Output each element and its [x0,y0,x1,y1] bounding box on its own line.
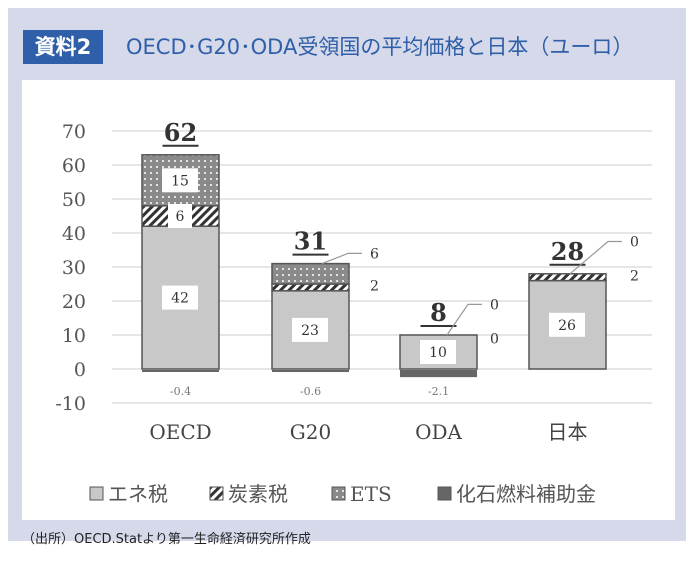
data-label: 2 [630,269,639,285]
category-label: 日本 [548,420,588,444]
total-label: 8 [430,298,447,327]
bar-segment-subsidy [142,370,219,372]
y-tick-label: 0 [74,359,86,381]
data-label: 15 [171,173,189,189]
figure-title: OECD･G20･ODA受領国の平均価格と日本（ユーロ） [126,35,634,59]
legend-swatch-icon [209,486,224,501]
chart-area: 70 60 50 40 30 20 10 0 -10 -0.4 62 OECD -0.6 31 G20 -2.… [22,80,675,520]
data-label-box [549,312,585,337]
bar-segment-ets [271,262,350,285]
bar-segment-carbon [271,283,350,292]
leader-line [446,303,482,336]
data-label: 23 [301,323,319,339]
total-label: 62 [164,118,197,147]
legend-swatch-icon [89,486,104,501]
data-label: 6 [176,209,185,225]
y-tick-label: 40 [62,223,86,245]
bar-segment-subsidy [400,370,477,378]
y-tick-label: -10 [55,393,86,415]
y-tick-label: 50 [62,189,86,211]
data-label: 0 [490,297,499,313]
data-label: 6 [370,246,379,262]
leader-line [569,240,622,275]
data-label-box [292,317,328,342]
legend-swatch-icon [437,486,452,501]
total-label: 31 [294,227,327,256]
subsidy-label: -0.4 [170,385,191,398]
data-label-box [420,340,456,364]
category-label: OECD [149,420,211,444]
y-tick-label: 60 [62,155,86,177]
data-label: 26 [558,318,576,334]
figure-tag: 資料2 [23,30,103,64]
subsidy-label: -2.1 [428,385,449,398]
data-label: 10 [429,345,447,361]
subsidy-label: -0.6 [300,385,321,398]
legend-label: 炭素税 [228,482,288,506]
legend-label: ETS [350,482,392,506]
category-label: ODA [415,420,462,444]
bar-segment-carbon [528,273,607,282]
y-tick-label: 10 [62,325,86,347]
source-note: （出所）OECD.Statより第一生命経済研究所作成 [22,532,311,547]
data-label-box [168,204,192,228]
total-label: 28 [551,237,584,266]
bar-segment-subsidy [272,370,349,373]
data-label: 0 [490,331,499,347]
legend-label: 化石燃料補助金 [456,482,596,506]
data-label: 2 [370,279,379,295]
data-label: 0 [630,235,639,251]
legend-label: エネ税 [108,482,168,506]
data-label-box [162,285,198,310]
stacked-bar-chart: 706050403020100-10-0.462OECD-0.631G20-2.… [55,118,652,506]
data-label: 42 [171,291,189,307]
y-tick-label: 30 [62,257,86,279]
legend-swatch-icon [331,486,346,501]
category-label: G20 [290,420,331,444]
y-tick-label: 20 [62,291,86,313]
y-tick-label: 70 [62,121,86,143]
data-label-box [162,168,198,193]
leader-line [321,252,362,265]
